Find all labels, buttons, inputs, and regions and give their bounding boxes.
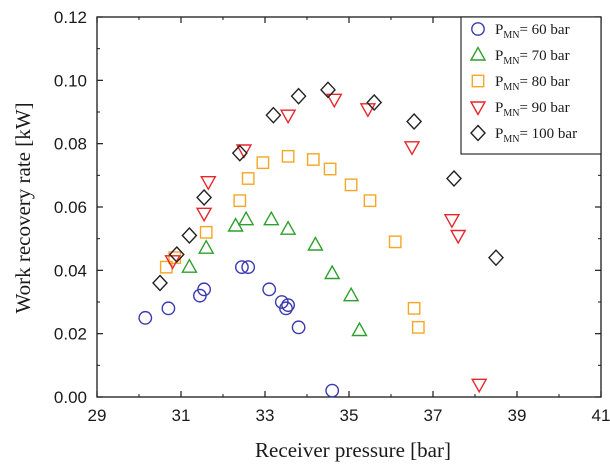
data-point-series-2	[237, 210, 255, 226]
data-point-series-1	[138, 310, 153, 325]
data-point-series-1	[262, 282, 277, 297]
data-point-series-4	[195, 207, 213, 223]
data-point-series-5	[152, 274, 168, 292]
x-tick-label: 29	[88, 406, 107, 425]
data-point-series-5	[265, 106, 282, 124]
y-axis-title: Work recovery rate [kW]	[11, 102, 35, 313]
y-tick-label: 0.02	[54, 325, 87, 344]
data-point-series-1	[291, 320, 306, 335]
data-point-series-5	[168, 245, 185, 264]
y-tick-label: 0.04	[54, 261, 87, 280]
data-point-series-1	[241, 260, 256, 275]
data-point-series-1	[234, 260, 249, 275]
data-point-series-4	[326, 93, 343, 109]
data-point-series-3	[411, 320, 425, 334]
data-point-series-2	[351, 321, 368, 337]
data-point-series-2	[307, 236, 324, 251]
data-point-series-5	[181, 226, 198, 245]
x-tick-label: 31	[172, 406, 191, 425]
legend-label-series-5: PMN= 100 bar	[495, 126, 577, 145]
legend-label-series-3: PMN= 80 bar	[495, 74, 570, 93]
data-point-series-5	[320, 81, 336, 99]
y-tick-label: 0.00	[54, 388, 87, 407]
data-point-series-5	[488, 249, 504, 267]
data-point-series-3	[199, 225, 213, 239]
y-tick-label: 0.10	[54, 71, 87, 90]
x-tick-label: 35	[340, 406, 359, 425]
x-tick-label: 39	[508, 406, 527, 425]
data-point-series-1	[197, 282, 212, 297]
data-point-series-1	[325, 383, 340, 398]
data-point-series-4	[359, 103, 377, 118]
legend-marker-series-5	[470, 124, 486, 142]
data-point-series-3	[388, 235, 402, 249]
data-point-series-4	[443, 213, 461, 229]
data-point-series-3	[363, 194, 377, 208]
data-point-series-2	[324, 264, 341, 280]
legend-label-series-4: PMN= 90 bar	[495, 100, 570, 119]
data-point-series-5	[446, 169, 462, 188]
legend-marker-series-1	[471, 22, 485, 36]
legend: PMN= 60 bar PMN= 70 bar PMN= 80 bar PMN= 90…	[460, 16, 602, 155]
data-point-series-3	[306, 153, 320, 166]
data-point-series-5	[406, 112, 423, 131]
data-point-series-2	[263, 210, 280, 226]
data-point-series-1	[279, 301, 293, 316]
data-point-series-1	[281, 298, 295, 313]
legend-marker-series-4	[469, 101, 487, 116]
data-point-series-3	[241, 172, 255, 185]
data-point-series-4	[403, 141, 421, 156]
data-point-series-4	[471, 378, 488, 394]
data-point-series-1	[161, 301, 176, 316]
data-point-series-3	[323, 162, 337, 176]
data-point-series-3	[233, 194, 247, 208]
data-point-series-4	[235, 144, 253, 159]
data-point-series-4	[200, 175, 217, 191]
x-tick-label: 41	[592, 406, 610, 425]
data-point-series-5	[231, 144, 248, 162]
y-tick-label: 0.08	[54, 135, 87, 154]
data-point-series-3	[281, 149, 295, 163]
legend-marker-series-3	[471, 74, 485, 88]
legend-label-series-1: PMN= 60 bar	[495, 22, 570, 41]
legend-marker-series-2	[469, 46, 487, 61]
data-point-series-5	[196, 188, 213, 207]
data-point-series-3	[407, 301, 421, 315]
y-tick-label: 0.06	[54, 198, 87, 217]
x-tick-label: 37	[424, 406, 443, 425]
data-point-series-2	[342, 286, 360, 302]
x-tick-label: 33	[256, 406, 275, 425]
y-tick-label: 0.12	[54, 8, 87, 27]
legend-label-series-2: PMN= 70 bar	[495, 48, 570, 67]
data-point-series-5	[366, 93, 383, 112]
data-point-series-4	[279, 109, 297, 125]
data-point-series-5	[290, 87, 307, 105]
data-point-series-2	[198, 239, 215, 254]
data-point-series-2	[181, 258, 198, 273]
plot-area: 29 31 33 35 37 39 41 0.00 0.02 0.04 0.06 0.08 0.10 0.…	[54, 8, 610, 425]
x-axis-title: Receiver pressure [bar]	[255, 438, 451, 462]
data-point-series-4	[450, 229, 467, 245]
data-point-series-3	[344, 178, 358, 192]
data-point-series-2	[279, 220, 297, 235]
data-point-series-3	[256, 156, 270, 170]
